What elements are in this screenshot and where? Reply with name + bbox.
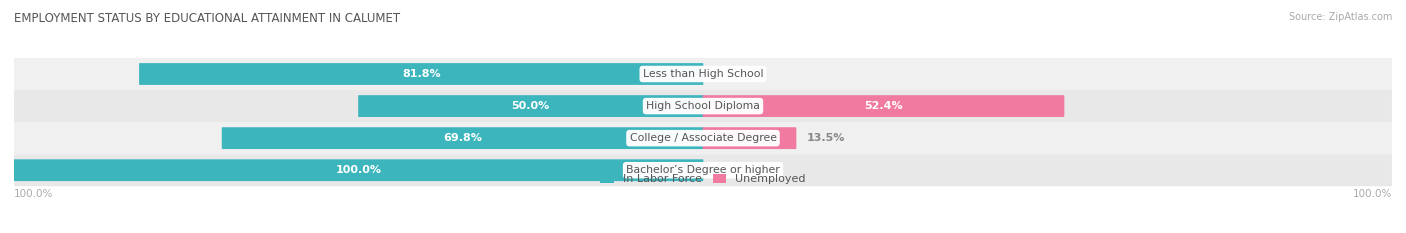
FancyBboxPatch shape: [139, 63, 703, 85]
Text: 0.0%: 0.0%: [713, 69, 744, 79]
Text: Source: ZipAtlas.com: Source: ZipAtlas.com: [1288, 12, 1392, 22]
FancyBboxPatch shape: [222, 127, 703, 149]
Text: 0.0%: 0.0%: [713, 165, 744, 175]
FancyBboxPatch shape: [14, 154, 1392, 186]
FancyBboxPatch shape: [359, 95, 703, 117]
Text: EMPLOYMENT STATUS BY EDUCATIONAL ATTAINMENT IN CALUMET: EMPLOYMENT STATUS BY EDUCATIONAL ATTAINM…: [14, 12, 401, 25]
FancyBboxPatch shape: [14, 90, 1392, 122]
Text: Bachelor’s Degree or higher: Bachelor’s Degree or higher: [626, 165, 780, 175]
Text: 81.8%: 81.8%: [402, 69, 440, 79]
Text: 50.0%: 50.0%: [512, 101, 550, 111]
FancyBboxPatch shape: [703, 127, 796, 149]
FancyBboxPatch shape: [14, 58, 1392, 90]
Text: Less than High School: Less than High School: [643, 69, 763, 79]
Text: 69.8%: 69.8%: [443, 133, 482, 143]
FancyBboxPatch shape: [14, 122, 1392, 154]
Legend: In Labor Force, Unemployed: In Labor Force, Unemployed: [596, 169, 810, 188]
Text: 52.4%: 52.4%: [865, 101, 903, 111]
Text: 100.0%: 100.0%: [14, 189, 53, 199]
FancyBboxPatch shape: [14, 159, 703, 181]
Text: College / Associate Degree: College / Associate Degree: [630, 133, 776, 143]
Text: 100.0%: 100.0%: [336, 165, 381, 175]
Text: 100.0%: 100.0%: [1353, 189, 1392, 199]
FancyBboxPatch shape: [703, 95, 1064, 117]
Text: 13.5%: 13.5%: [807, 133, 845, 143]
Text: High School Diploma: High School Diploma: [647, 101, 759, 111]
